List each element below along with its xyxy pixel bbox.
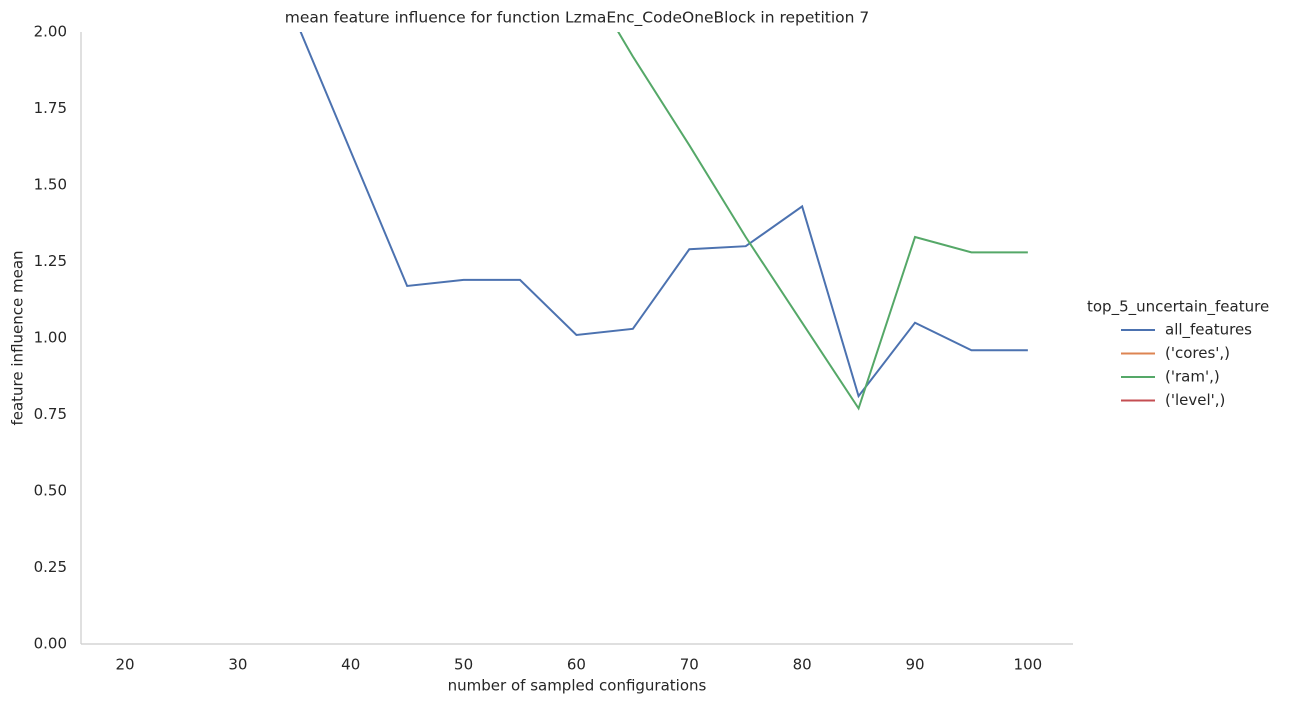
- legend-label: ('level',): [1165, 391, 1225, 409]
- x-tick-label: 50: [454, 656, 473, 674]
- x-tick-label: 100: [1014, 656, 1043, 674]
- y-tick-label: 1.25: [34, 252, 67, 270]
- x-tick-label: 40: [341, 656, 360, 674]
- legend-label: all_features: [1165, 321, 1252, 340]
- legend-label: ('cores',): [1165, 344, 1230, 362]
- x-tick-label: 20: [115, 656, 134, 674]
- y-tick-label: 2.00: [34, 23, 67, 41]
- chart-title: mean feature influence for function Lzma…: [285, 9, 870, 28]
- y-tick-label: 0.75: [34, 405, 67, 423]
- x-tick-label: 30: [228, 656, 247, 674]
- y-axis-label: feature influence mean: [9, 250, 27, 425]
- y-tick-label: 0.50: [34, 482, 67, 500]
- series-line: [299, 32, 1028, 399]
- plot-area: [299, 32, 1028, 411]
- y-tick-label: 0.25: [34, 558, 67, 576]
- y-tick-label: 1.50: [34, 176, 67, 194]
- y-tick-label: 0.00: [34, 635, 67, 653]
- x-tick-label: 60: [567, 656, 586, 674]
- x-tick-label: 70: [680, 656, 699, 674]
- y-tick-label: 1.75: [34, 99, 67, 117]
- series-line: [617, 32, 1028, 411]
- x-tick-label: 90: [905, 656, 924, 674]
- legend-label: ('ram',): [1165, 368, 1220, 386]
- x-tick-label: 80: [793, 656, 812, 674]
- x-axis-label: number of sampled configurations: [448, 677, 707, 695]
- y-tick-label: 1.00: [34, 329, 67, 347]
- legend-title: top_5_uncertain_feature: [1087, 298, 1269, 317]
